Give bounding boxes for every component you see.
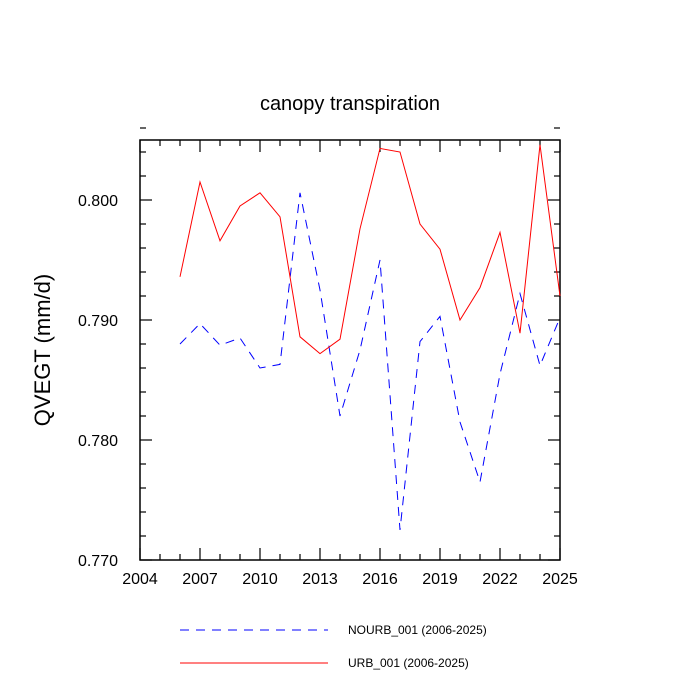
y-tick-label: 0.770 [78, 553, 118, 570]
plot-area: 2004 2007 2010 2013 2016 2019 2022 2025 0.770 0.7… [78, 127, 578, 588]
y-axis-label: QVEGT (mm/d) [30, 274, 55, 426]
x-tick-label: 2016 [362, 571, 398, 588]
series-line-1 [179, 192, 561, 531]
chart-title: canopy transpiration [260, 93, 440, 115]
x-tick-label: 2007 [182, 571, 218, 588]
y-tick-label: 0.780 [78, 433, 118, 450]
y-tick-label: 0.790 [78, 313, 118, 330]
legend: NOURB_001 (2006-2025) URB_001 (2006-2025) [180, 623, 487, 670]
y-tick-label: 0.800 [78, 193, 118, 210]
plot-frame [139, 139, 561, 561]
x-tick-label: 2022 [482, 571, 518, 588]
x-tick-label: 2025 [542, 571, 578, 588]
x-tick-label: 2004 [122, 571, 158, 588]
series-line-2 [179, 144, 561, 355]
legend-label-2: URB_001 (2006-2025) [348, 656, 469, 670]
legend-label-1: NOURB_001 (2006-2025) [348, 623, 487, 637]
x-tick-label: 2010 [242, 571, 278, 588]
x-tick-label: 2013 [302, 571, 338, 588]
x-tick-label: 2019 [422, 571, 458, 588]
